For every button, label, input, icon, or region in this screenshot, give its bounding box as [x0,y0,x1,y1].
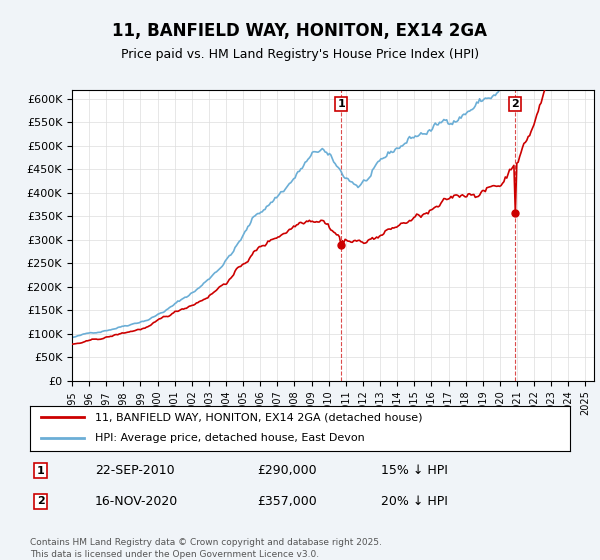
Text: Price paid vs. HM Land Registry's House Price Index (HPI): Price paid vs. HM Land Registry's House … [121,48,479,60]
Text: £357,000: £357,000 [257,495,317,508]
Text: 11, BANFIELD WAY, HONITON, EX14 2GA: 11, BANFIELD WAY, HONITON, EX14 2GA [113,22,487,40]
Text: £290,000: £290,000 [257,464,316,477]
Text: 11, BANFIELD WAY, HONITON, EX14 2GA (detached house): 11, BANFIELD WAY, HONITON, EX14 2GA (det… [95,412,422,422]
Text: 2: 2 [511,99,519,109]
Text: 2: 2 [37,497,44,506]
Text: 16-NOV-2020: 16-NOV-2020 [95,495,178,508]
Text: Contains HM Land Registry data © Crown copyright and database right 2025.
This d: Contains HM Land Registry data © Crown c… [30,538,382,559]
Text: 1: 1 [337,99,345,109]
Text: 15% ↓ HPI: 15% ↓ HPI [381,464,448,477]
Text: 1: 1 [37,465,44,475]
Text: 20% ↓ HPI: 20% ↓ HPI [381,495,448,508]
Text: 22-SEP-2010: 22-SEP-2010 [95,464,175,477]
Text: HPI: Average price, detached house, East Devon: HPI: Average price, detached house, East… [95,433,365,444]
